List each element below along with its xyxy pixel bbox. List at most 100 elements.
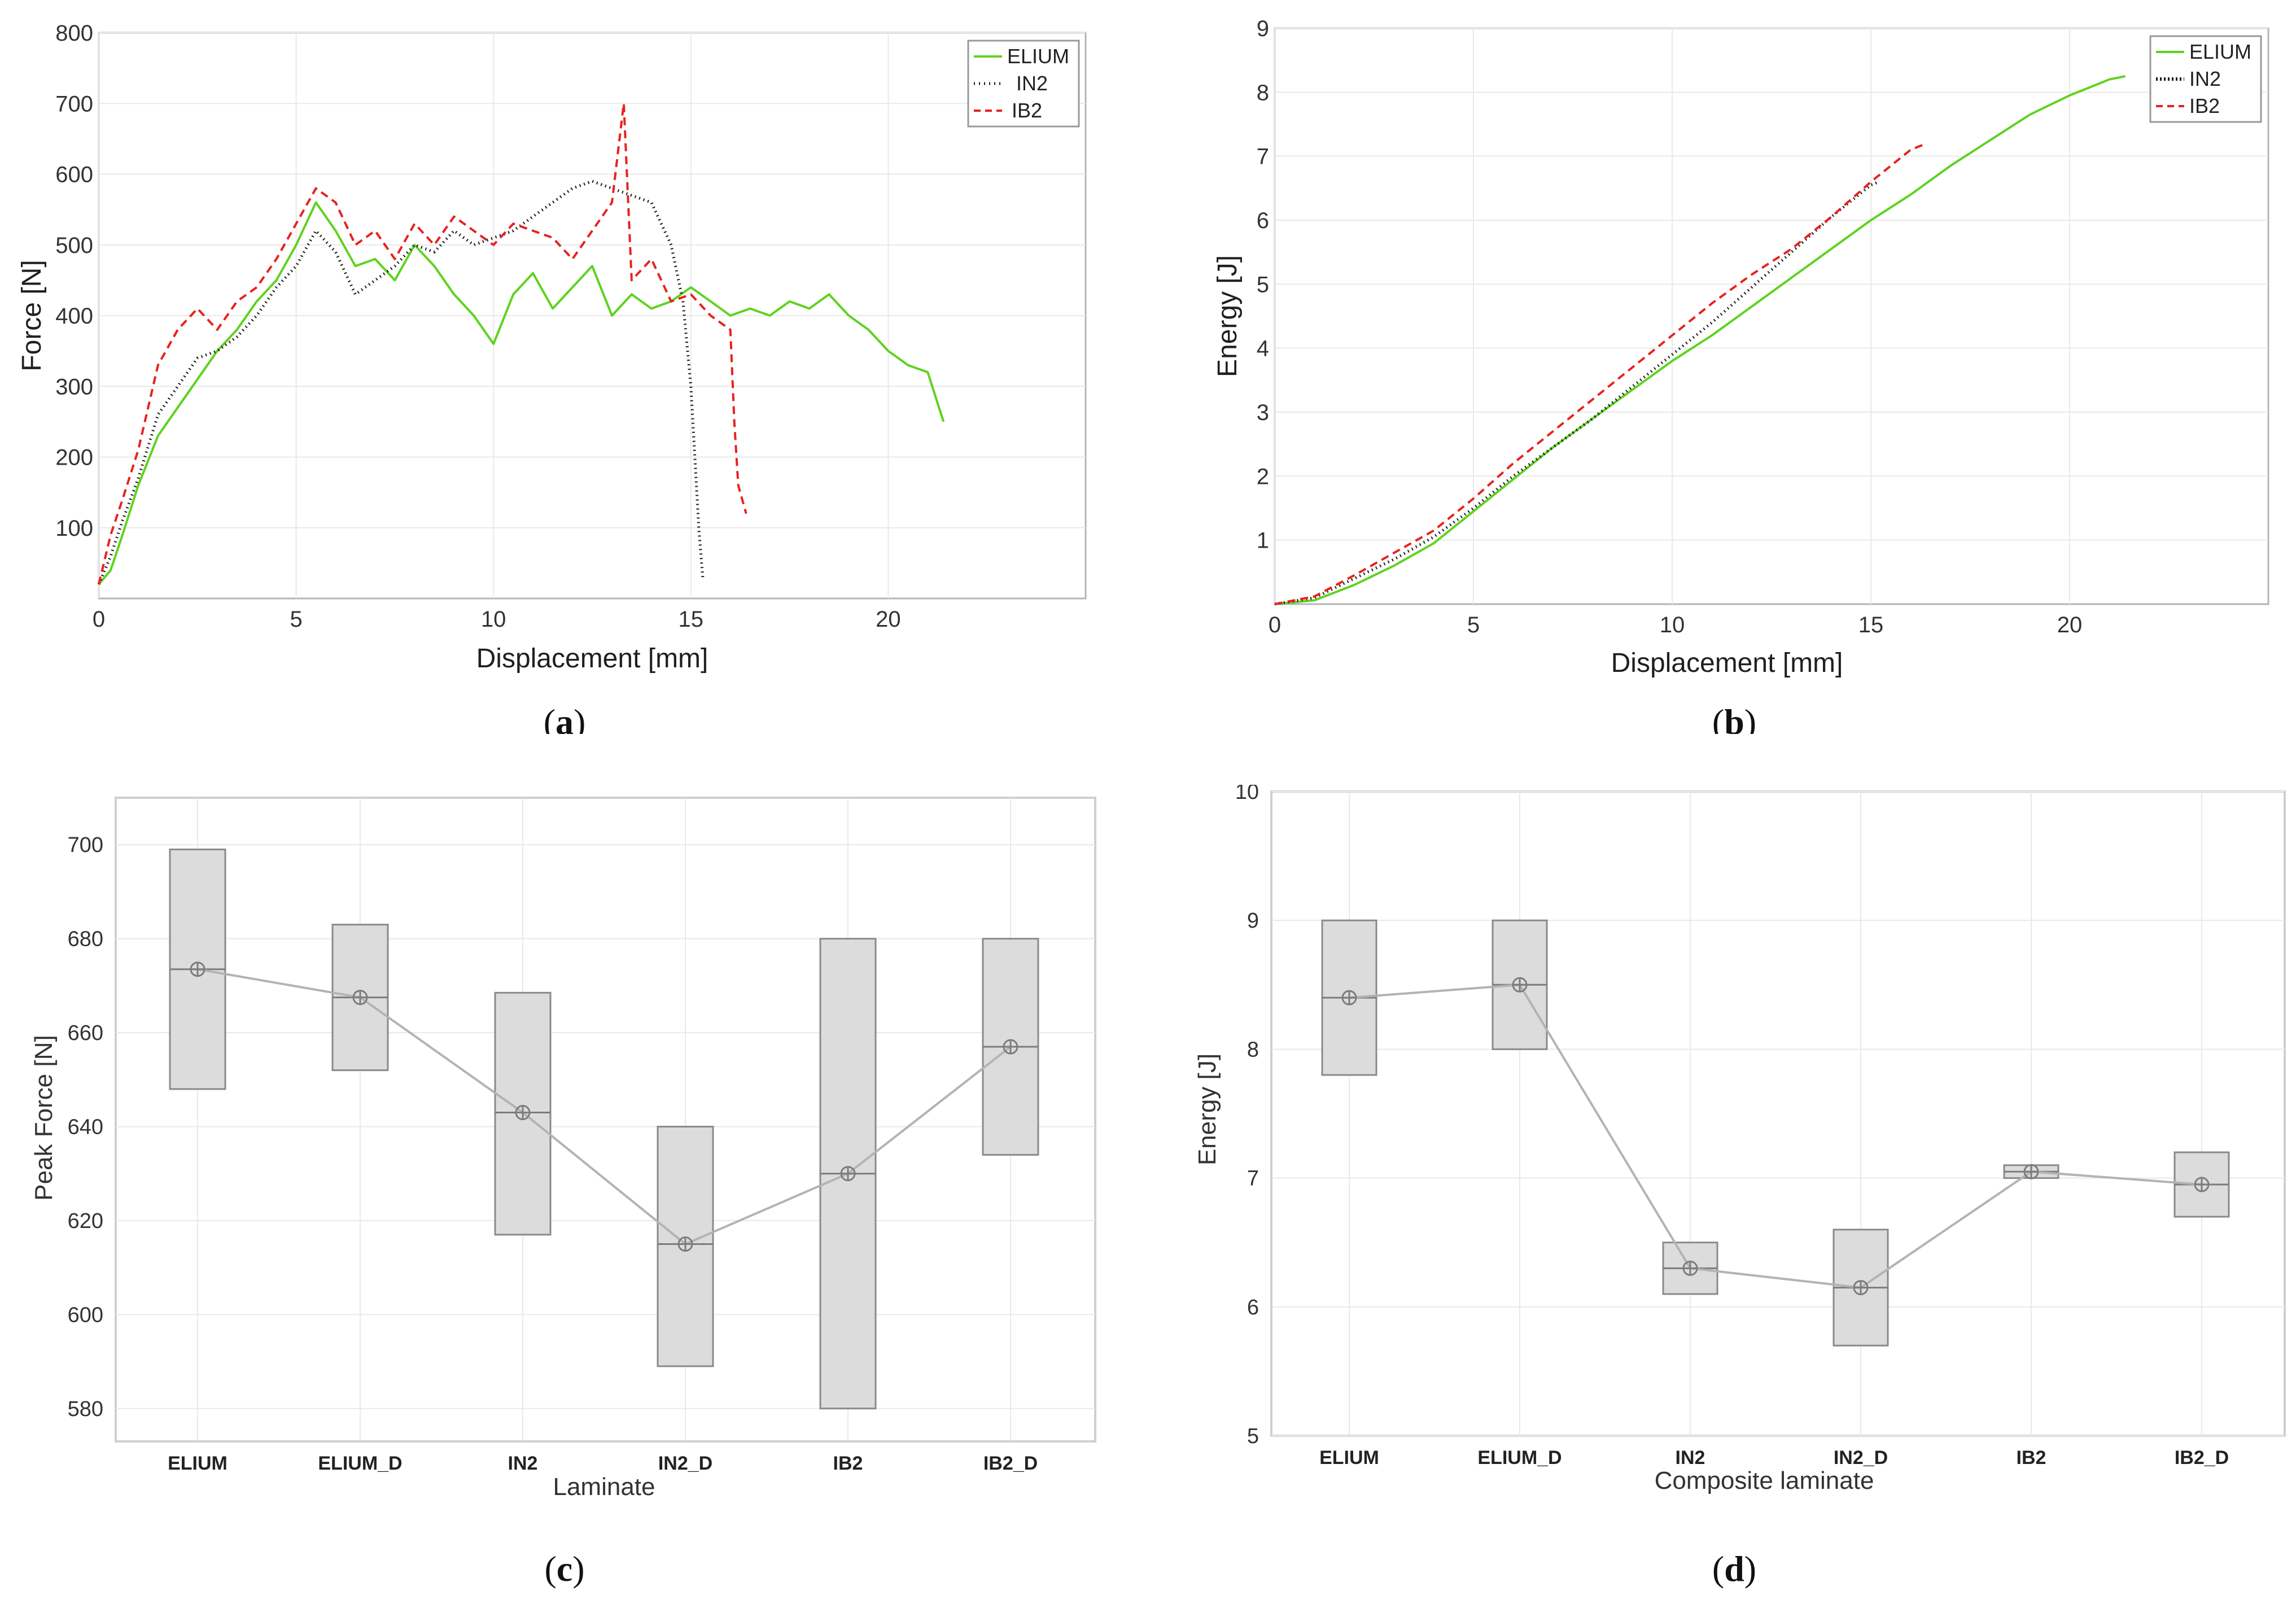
x-tick-label: IN2_D [1834,1447,1888,1468]
x-tick-label: 15 [1858,613,1884,637]
y-tick-label: 9 [1257,16,1269,41]
legend: ELIUM IN2 IB2 [2149,35,2262,123]
y-tick-label: 5 [1257,272,1269,297]
series-line-ib2 [98,102,747,585]
y-axis-label: Force [N] [17,260,47,371]
y-tick-label: 640 [68,1115,103,1139]
y-tick-label: 620 [68,1209,103,1233]
legend-label-elium: ELIUM [1007,45,1069,68]
y-tick-label: 5 [1247,1424,1259,1448]
boxes-group [169,849,1039,1410]
series-line-elium [98,201,945,585]
x-axis-label: Displacement [mm] [476,644,709,674]
x-axis-label: Displacement [mm] [1611,648,1843,678]
x-tick-label: IB2_D [2175,1447,2229,1468]
x-tick-label: ELIUM [1319,1447,1379,1468]
y-tick-label: 400 [55,304,93,329]
caption-b: (b) [1712,702,1756,734]
x-tick-label: IN2 [1676,1447,1705,1468]
x-tick-label: 20 [876,607,901,632]
y-tick-label: 8 [1257,80,1269,105]
x-tick-label: 15 [679,607,704,632]
legend-label-ib2: IB2 [2189,94,2220,117]
series-group [1274,75,2126,606]
y-tick-label: 6 [1247,1296,1259,1319]
y-tick-labels: 100 200 300 400 500 600 700 800 [55,21,93,541]
y-tick-label: 300 [55,374,93,399]
boxes-group [1321,919,2230,1347]
legend-label-in2: IN2 [1016,72,1048,95]
x-tick-label: 20 [2057,613,2083,637]
caption-d: (d) [1712,1549,1756,1589]
y-tick-label: 600 [55,163,93,187]
x-tick-label: IB2 [2017,1447,2046,1468]
legend-label-elium: ELIUM [2189,40,2251,63]
y-tick-label: 700 [55,91,93,116]
y-tick-label: 100 [55,516,93,541]
y-tick-label: 500 [55,233,93,258]
y-tick-label: 9 [1247,909,1259,933]
plot-area [1270,790,2286,1437]
panel-energy-displacement: 0 5 10 15 20 1 2 3 4 5 6 7 8 9 Displacement [mm] Ene… [1174,0,2296,734]
gridlines [1274,28,2268,604]
x-tick-label: IN2_D [658,1453,712,1474]
y-tick-label: 1 [1257,528,1269,553]
mean-connect-line [1349,984,2202,1289]
y-tick-label: 600 [68,1303,103,1327]
panel-energy-boxplot: 5 6 7 8 9 10 ELIUM ELIUM_D IN2 IN2_D IB2 IB2_D Com… [1174,785,2296,1598]
energy-displacement-chart: 0 5 10 15 20 1 2 3 4 5 6 7 8 9 Displacement [mm] Ene… [1213,16,2269,734]
mean-connect-line [197,968,1012,1245]
y-tick-labels: 5 6 7 8 9 10 [1235,785,1259,1448]
x-tick-labels: 0 5 10 15 20 [93,607,901,632]
y-tick-label: 6 [1257,208,1269,233]
series-group [97,102,945,585]
y-axis-label: Energy [J] [1193,1054,1221,1165]
x-tick-label: IN2 [508,1453,538,1474]
y-tick-label: 580 [68,1397,103,1421]
x-tick-label: IB2_D [983,1453,1038,1474]
caption-a: (a) [544,702,586,734]
y-tick-label: 2 [1257,464,1269,489]
y-tick-label: 680 [68,928,103,951]
y-tick-labels: 580 600 620 640 660 680 700 [68,833,103,1421]
legend-box [967,40,1080,128]
series-line-ib2 [1274,142,1927,605]
y-tick-label: 8 [1247,1038,1259,1061]
y-tick-label: 700 [68,833,103,857]
x-tick-labels: ELIUM ELIUM_D IN2 IN2_D IB2 IB2_D [1319,1447,2229,1468]
y-tick-label: 3 [1257,400,1269,425]
x-tick-label: 10 [1660,613,1685,637]
x-tick-label: ELIUM_D [318,1453,402,1474]
legend: ELIUM IN2 IB2 [967,40,1080,128]
legend-label-in2: IN2 [2189,67,2221,90]
x-tick-label: ELIUM_D [1477,1447,1562,1468]
y-tick-label: 660 [68,1021,103,1045]
x-tick-label: 5 [290,607,302,632]
panel-peak-force-boxplot: 580 600 620 640 660 680 700 ELIUM ELIUM_D IN2 IN2… [0,785,1129,1598]
y-axis-label: Peak Force [N] [30,1035,58,1200]
x-tick-labels: ELIUM ELIUM_D IN2 IN2_D IB2 IB2_D [168,1453,1038,1474]
y-axis-label: Energy [J] [1213,255,1243,377]
y-tick-label: 7 [1257,145,1269,169]
legend-label-ib2: IB2 [1012,99,1042,122]
series-line-elium [1274,75,2126,605]
y-tick-label: 200 [55,445,93,470]
y-tick-label: 800 [55,21,93,46]
x-tick-labels: 0 5 10 15 20 [1269,613,2082,637]
energy-boxplot: 5 6 7 8 9 10 ELIUM ELIUM_D IN2 IN2_D IB2 IB2_D Com… [1193,785,2286,1589]
plot-area [115,797,1096,1443]
peak-force-boxplot: 580 600 620 640 660 680 700 ELIUM ELIUM_D IN2 IN2… [30,797,1096,1589]
force-displacement-chart: 0 5 10 15 20 100 200 300 400 500 600 700 800 Displa… [17,21,1087,734]
y-tick-label: 4 [1257,336,1269,361]
x-tick-label: 0 [1269,613,1281,637]
gridlines [98,32,1086,598]
y-tick-label: 7 [1247,1167,1259,1191]
x-tick-label: 0 [93,607,105,632]
x-tick-label: ELIUM [168,1453,228,1474]
y-tick-labels: 1 2 3 4 5 6 7 8 9 [1257,16,1269,553]
series-line-in2 [1274,180,1880,606]
panel-force-displacement: 0 5 10 15 20 100 200 300 400 500 600 700 800 Displa… [0,0,1129,734]
x-tick-label: IB2 [833,1453,863,1474]
caption-c: (c) [544,1549,584,1589]
x-tick-label: 5 [1467,613,1480,637]
